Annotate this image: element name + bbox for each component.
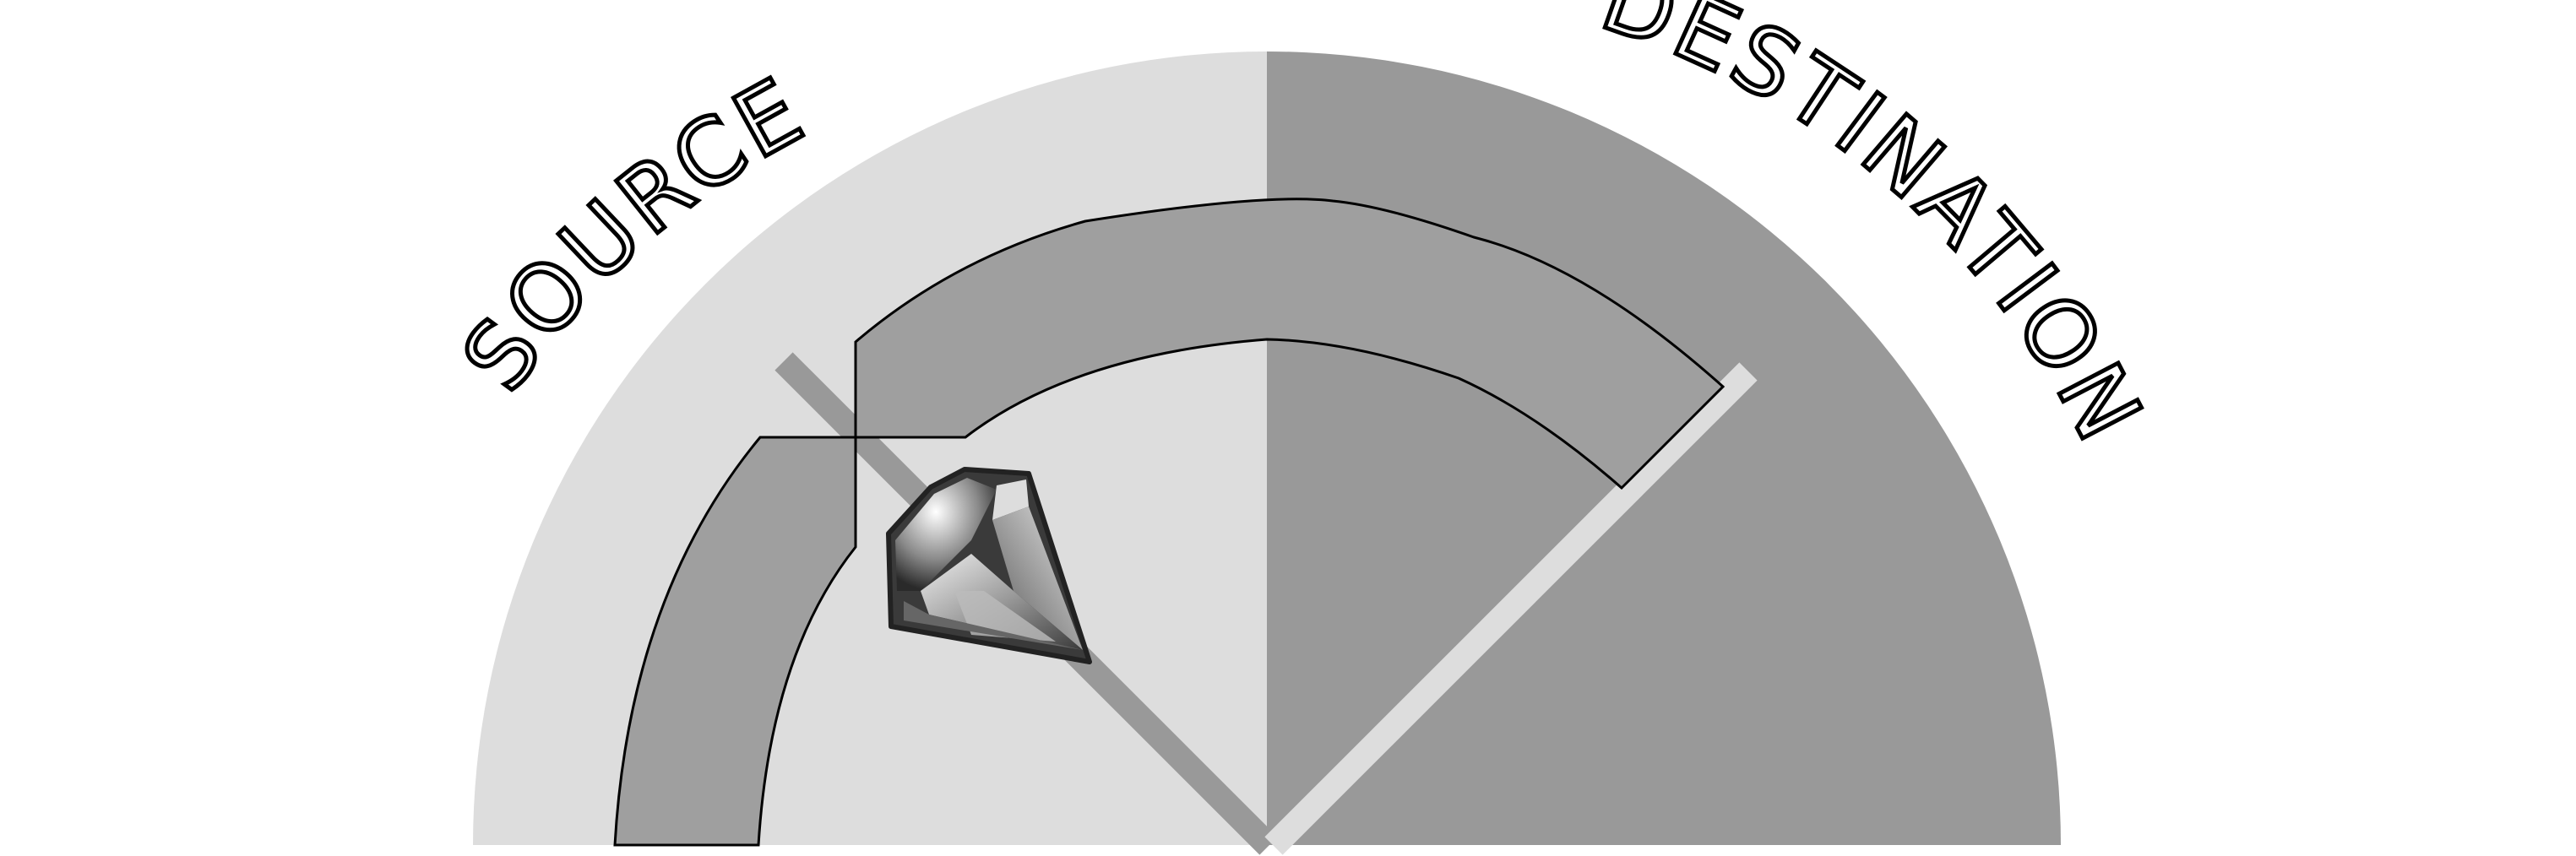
gem-icon [886,467,1092,664]
destination-divider [1264,362,1758,855]
curved-path [613,198,1725,847]
